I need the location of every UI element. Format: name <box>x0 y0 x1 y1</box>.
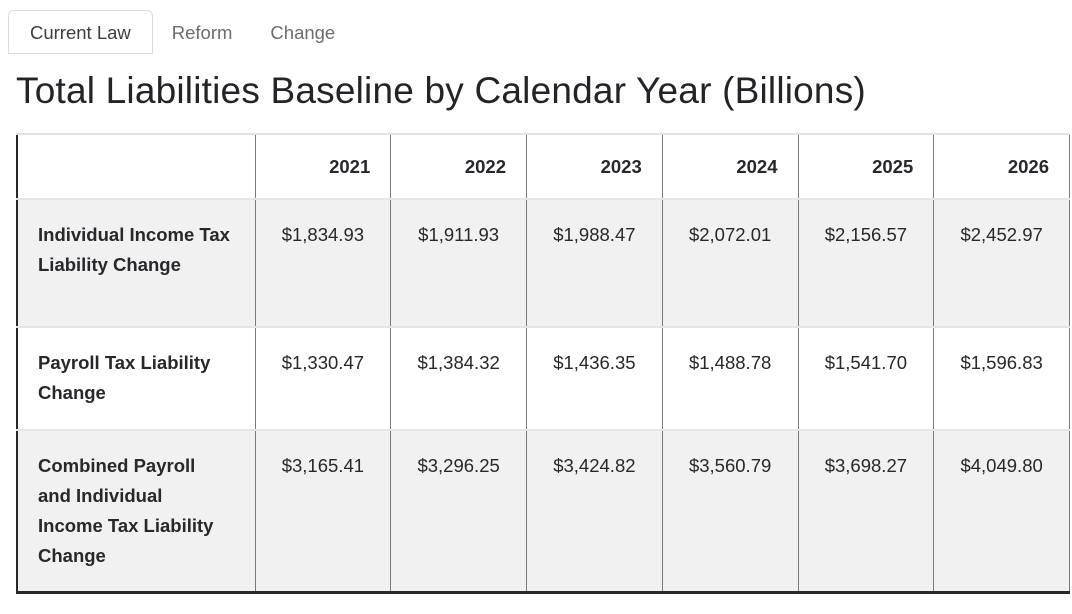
row-label: Combined Payroll and Individual Income T… <box>17 429 256 593</box>
cell-value: $1,384.32 <box>390 326 527 430</box>
table-row: Individual Income Tax Liability Change $… <box>17 198 1070 327</box>
tab-reform[interactable]: Reform <box>171 22 233 43</box>
header-year: 2023 <box>526 134 663 199</box>
cell-value: $1,436.35 <box>526 326 663 430</box>
header-empty-cell <box>17 134 256 199</box>
cell-value: $3,424.82 <box>526 429 663 593</box>
cell-value: $1,911.93 <box>390 198 527 327</box>
table-header-row: 2021 2022 2023 2024 2025 2026 <box>17 134 1070 199</box>
cell-value: $3,165.41 <box>255 429 392 593</box>
cell-value: $1,330.47 <box>255 326 392 430</box>
cell-value: $3,698.27 <box>798 429 935 593</box>
cell-value: $4,049.80 <box>933 429 1070 593</box>
cell-value: $2,452.97 <box>933 198 1070 327</box>
page-title: Total Liabilities Baseline by Calendar Y… <box>16 70 866 111</box>
header-year: 2022 <box>390 134 527 199</box>
cell-value: $2,072.01 <box>662 198 799 327</box>
liabilities-table: 2021 2022 2023 2024 2025 2026 Individual… <box>16 133 1070 594</box>
table-row: Payroll Tax Liability Change $1,330.47 $… <box>17 326 1070 430</box>
cell-value: $3,560.79 <box>662 429 799 593</box>
tab-current-law[interactable]: Current Law <box>8 10 153 54</box>
row-label: Payroll Tax Liability Change <box>17 326 256 430</box>
row-label: Individual Income Tax Liability Change <box>17 198 256 327</box>
header-year: 2021 <box>255 134 392 199</box>
cell-value: $1,988.47 <box>526 198 663 327</box>
table-row: Combined Payroll and Individual Income T… <box>17 429 1070 593</box>
header-year: 2025 <box>798 134 935 199</box>
cell-value: $1,488.78 <box>662 326 799 430</box>
cell-value: $1,596.83 <box>933 326 1070 430</box>
cell-value: $1,834.93 <box>255 198 392 327</box>
header-year: 2024 <box>662 134 799 199</box>
header-year: 2026 <box>933 134 1070 199</box>
tab-bar: Current Law Reform Change <box>0 0 1072 54</box>
cell-value: $2,156.57 <box>798 198 935 327</box>
cell-value: $1,541.70 <box>798 326 935 430</box>
tab-change[interactable]: Change <box>270 22 336 43</box>
cell-value: $3,296.25 <box>390 429 527 593</box>
liabilities-table-container: 2021 2022 2023 2024 2025 2026 Individual… <box>0 133 1072 594</box>
